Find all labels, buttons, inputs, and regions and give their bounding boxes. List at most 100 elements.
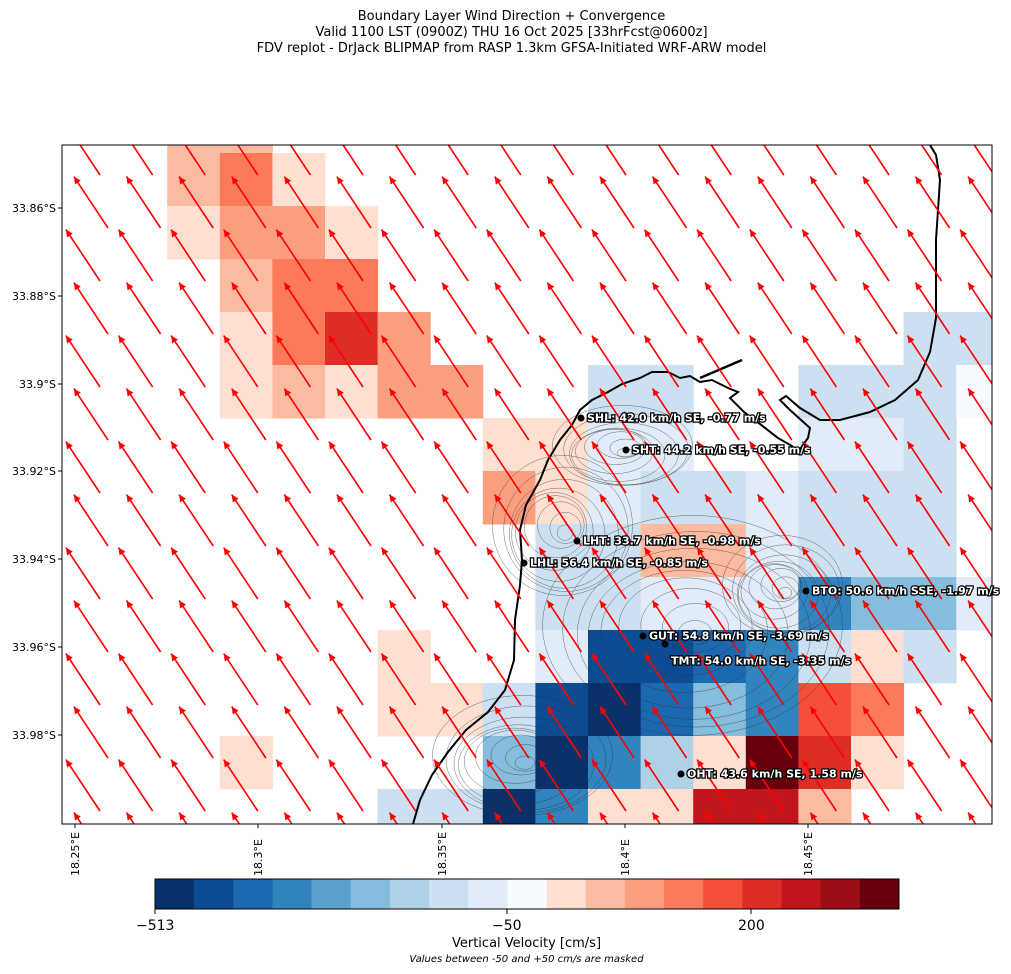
wind-arrow (757, 812, 767, 824)
wind-arrow (65, 335, 101, 388)
contour-line (432, 695, 613, 816)
wind-arrow (283, 388, 320, 441)
wind-arrow (973, 145, 992, 174)
wind-arrow (283, 600, 320, 653)
colorbar-swatch (272, 879, 312, 909)
wind-arrow (494, 282, 530, 335)
lat-ticks (58, 207, 62, 736)
wind-arrow (231, 600, 267, 653)
wind-arrow (643, 653, 680, 706)
wind-arrow (178, 600, 214, 653)
contour-line (511, 487, 606, 582)
colorbar-swatch (194, 879, 234, 909)
wind-arrow (283, 282, 320, 335)
wind-arrow (336, 282, 372, 335)
velocity-cell (640, 789, 694, 824)
wind-arrow (494, 706, 530, 759)
colorbar-label-max: 200 (738, 918, 765, 934)
contour-line (588, 561, 789, 709)
colorbar-swatch (585, 879, 626, 909)
wind-arrow (433, 229, 469, 282)
wind-arrow (546, 706, 583, 759)
wind-arrow (538, 335, 575, 388)
colorbar-swatch (429, 879, 469, 909)
wind-arrow (696, 547, 732, 600)
wind-arrow (178, 812, 188, 824)
wind-arrow (862, 600, 898, 653)
contour-line (490, 734, 552, 776)
contour-line (661, 603, 730, 653)
wind-arrow (73, 176, 109, 229)
wind-arrow (605, 145, 627, 176)
wind-arrow (801, 653, 838, 706)
wind-arrow (959, 759, 992, 810)
wind-arrow (336, 494, 372, 547)
station-marker-lhl (520, 559, 528, 567)
wind-arrow (599, 388, 635, 441)
station-marker-lht (573, 537, 581, 545)
wind-arrow (275, 653, 312, 706)
wind-arrow (394, 145, 417, 176)
wind-arrow (757, 176, 793, 229)
wind-arrow (854, 653, 890, 706)
station-label-lht: LHT: 33.7 km/h SE, -0.98 m/s (583, 535, 761, 548)
wind-arrow (494, 494, 530, 547)
wind-arrow (73, 600, 109, 653)
wind-arrow (643, 759, 680, 812)
wind-arrow (809, 388, 846, 441)
colorbar-swatch (233, 879, 273, 909)
contour-line (549, 512, 582, 544)
colorbar-swatch (742, 879, 782, 909)
wind-arrow (546, 812, 556, 824)
station-label-bto: BTO: 50.6 km/h SSE, -1.97 m/s (812, 585, 1000, 598)
wind-arrow (117, 759, 154, 812)
lat-label-1: 33.86°S (12, 202, 56, 215)
wind-arrow (494, 812, 504, 824)
colorbar-swatch (820, 879, 861, 909)
wind-arrow (73, 282, 109, 335)
colorbar-swatch (155, 879, 195, 909)
lon-label-2: 18.3°E (252, 839, 265, 876)
wind-arrow (486, 759, 522, 812)
wind-arrow (125, 282, 162, 335)
wind-arrow (967, 494, 992, 533)
wind-arrow (328, 547, 364, 600)
wind-arrow (868, 145, 890, 176)
wind-arrow (704, 494, 740, 547)
wind-arrow (757, 388, 793, 441)
wind-arrow (538, 441, 575, 494)
wind-arrow (73, 494, 109, 547)
wind-arrow (809, 176, 846, 229)
wind-arrow (178, 282, 214, 335)
lat-label-7: 33.98°S (12, 729, 56, 742)
wind-arrow (599, 494, 635, 547)
wind-arrow (380, 547, 417, 600)
station-marker-shl (577, 414, 585, 422)
wind-arrow (170, 229, 206, 282)
contour-line (524, 495, 587, 559)
wind-arrow (546, 282, 583, 335)
contour-line (748, 564, 803, 610)
contour-line (458, 724, 579, 806)
wind-arrow (696, 229, 732, 282)
wind-arrow (809, 600, 846, 653)
wind-arrow (65, 441, 101, 494)
velocity-cell (745, 789, 799, 824)
lon-label-1: 18.25°E (69, 832, 82, 876)
wind-arrow (486, 547, 522, 600)
wind-arrow (704, 388, 740, 441)
wind-arrow (336, 388, 372, 441)
wind-arrow (223, 335, 259, 388)
colorbar-label-min: −513 (136, 918, 175, 934)
contour-line (514, 755, 536, 770)
wind-arrow (959, 547, 992, 598)
wind-arrow (749, 547, 785, 600)
station-marker-oht (677, 770, 685, 778)
wind-arrow (696, 441, 732, 494)
wind-arrow (231, 494, 267, 547)
wind-arrow (433, 653, 469, 706)
wind-arrow (538, 759, 575, 812)
lat-label-3: 33.9°S (19, 378, 56, 391)
lon-ticks (74, 824, 809, 828)
